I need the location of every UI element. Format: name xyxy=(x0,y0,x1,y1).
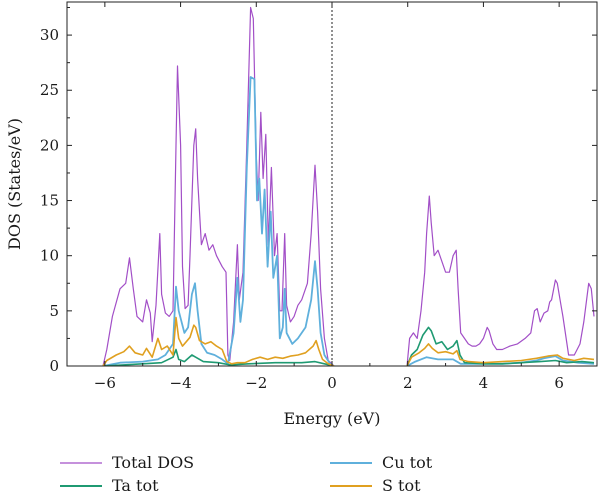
y-tick-label: 25 xyxy=(40,81,59,99)
series-line-total-dos-2 xyxy=(406,195,595,366)
x-tick-label: 4 xyxy=(479,374,489,392)
legend-item-ta-tot: Ta tot xyxy=(60,476,159,495)
axes: −6 −4 −2 0 2 4 6 0 5 10 15 20 25 30 xyxy=(40,1,598,392)
y-tick-label: 10 xyxy=(40,247,59,265)
x-tick-label: −2 xyxy=(245,374,267,392)
y-tick-label: 0 xyxy=(49,357,59,375)
series-line-s-tot-1 xyxy=(102,316,335,366)
series-total-dos xyxy=(102,6,595,366)
legend: Total DOS Cu tot Ta tot S tot xyxy=(60,453,433,495)
x-tick-label: 0 xyxy=(327,374,337,392)
y-tick-label: 15 xyxy=(40,192,59,210)
series-line-s-tot-2 xyxy=(406,343,595,366)
series-line-cu-tot-1 xyxy=(102,76,335,366)
x-axis-label: Energy (eV) xyxy=(284,409,381,428)
legend-label: Cu tot xyxy=(382,453,433,472)
legend-item-s-tot: S tot xyxy=(330,476,421,495)
x-tick-label: 6 xyxy=(554,374,564,392)
y-tick-label: 20 xyxy=(40,136,59,154)
legend-label: Total DOS xyxy=(112,453,194,472)
y-tick-label: 30 xyxy=(40,26,59,44)
legend-label: S tot xyxy=(382,476,421,495)
legend-item-cu-tot: Cu tot xyxy=(330,453,433,472)
y-tick-label: 5 xyxy=(49,302,59,320)
plot-area xyxy=(102,2,595,366)
legend-label: Ta tot xyxy=(112,476,159,495)
series-line-ta-tot-1 xyxy=(102,348,335,366)
y-axis-label: DOS (States/eV) xyxy=(5,118,24,250)
x-tick-label: −6 xyxy=(94,374,116,392)
series-line-total-dos-1 xyxy=(102,6,335,366)
series-line-ta-tot-2 xyxy=(406,326,595,366)
series-s-tot xyxy=(102,316,595,366)
legend-item-total-dos: Total DOS xyxy=(60,453,194,472)
x-tick-label: −4 xyxy=(170,374,192,392)
series-ta-tot xyxy=(102,326,595,366)
x-tick-label: 2 xyxy=(403,374,413,392)
